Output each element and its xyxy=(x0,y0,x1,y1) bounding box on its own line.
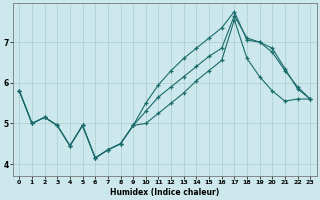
X-axis label: Humidex (Indice chaleur): Humidex (Indice chaleur) xyxy=(110,188,220,197)
